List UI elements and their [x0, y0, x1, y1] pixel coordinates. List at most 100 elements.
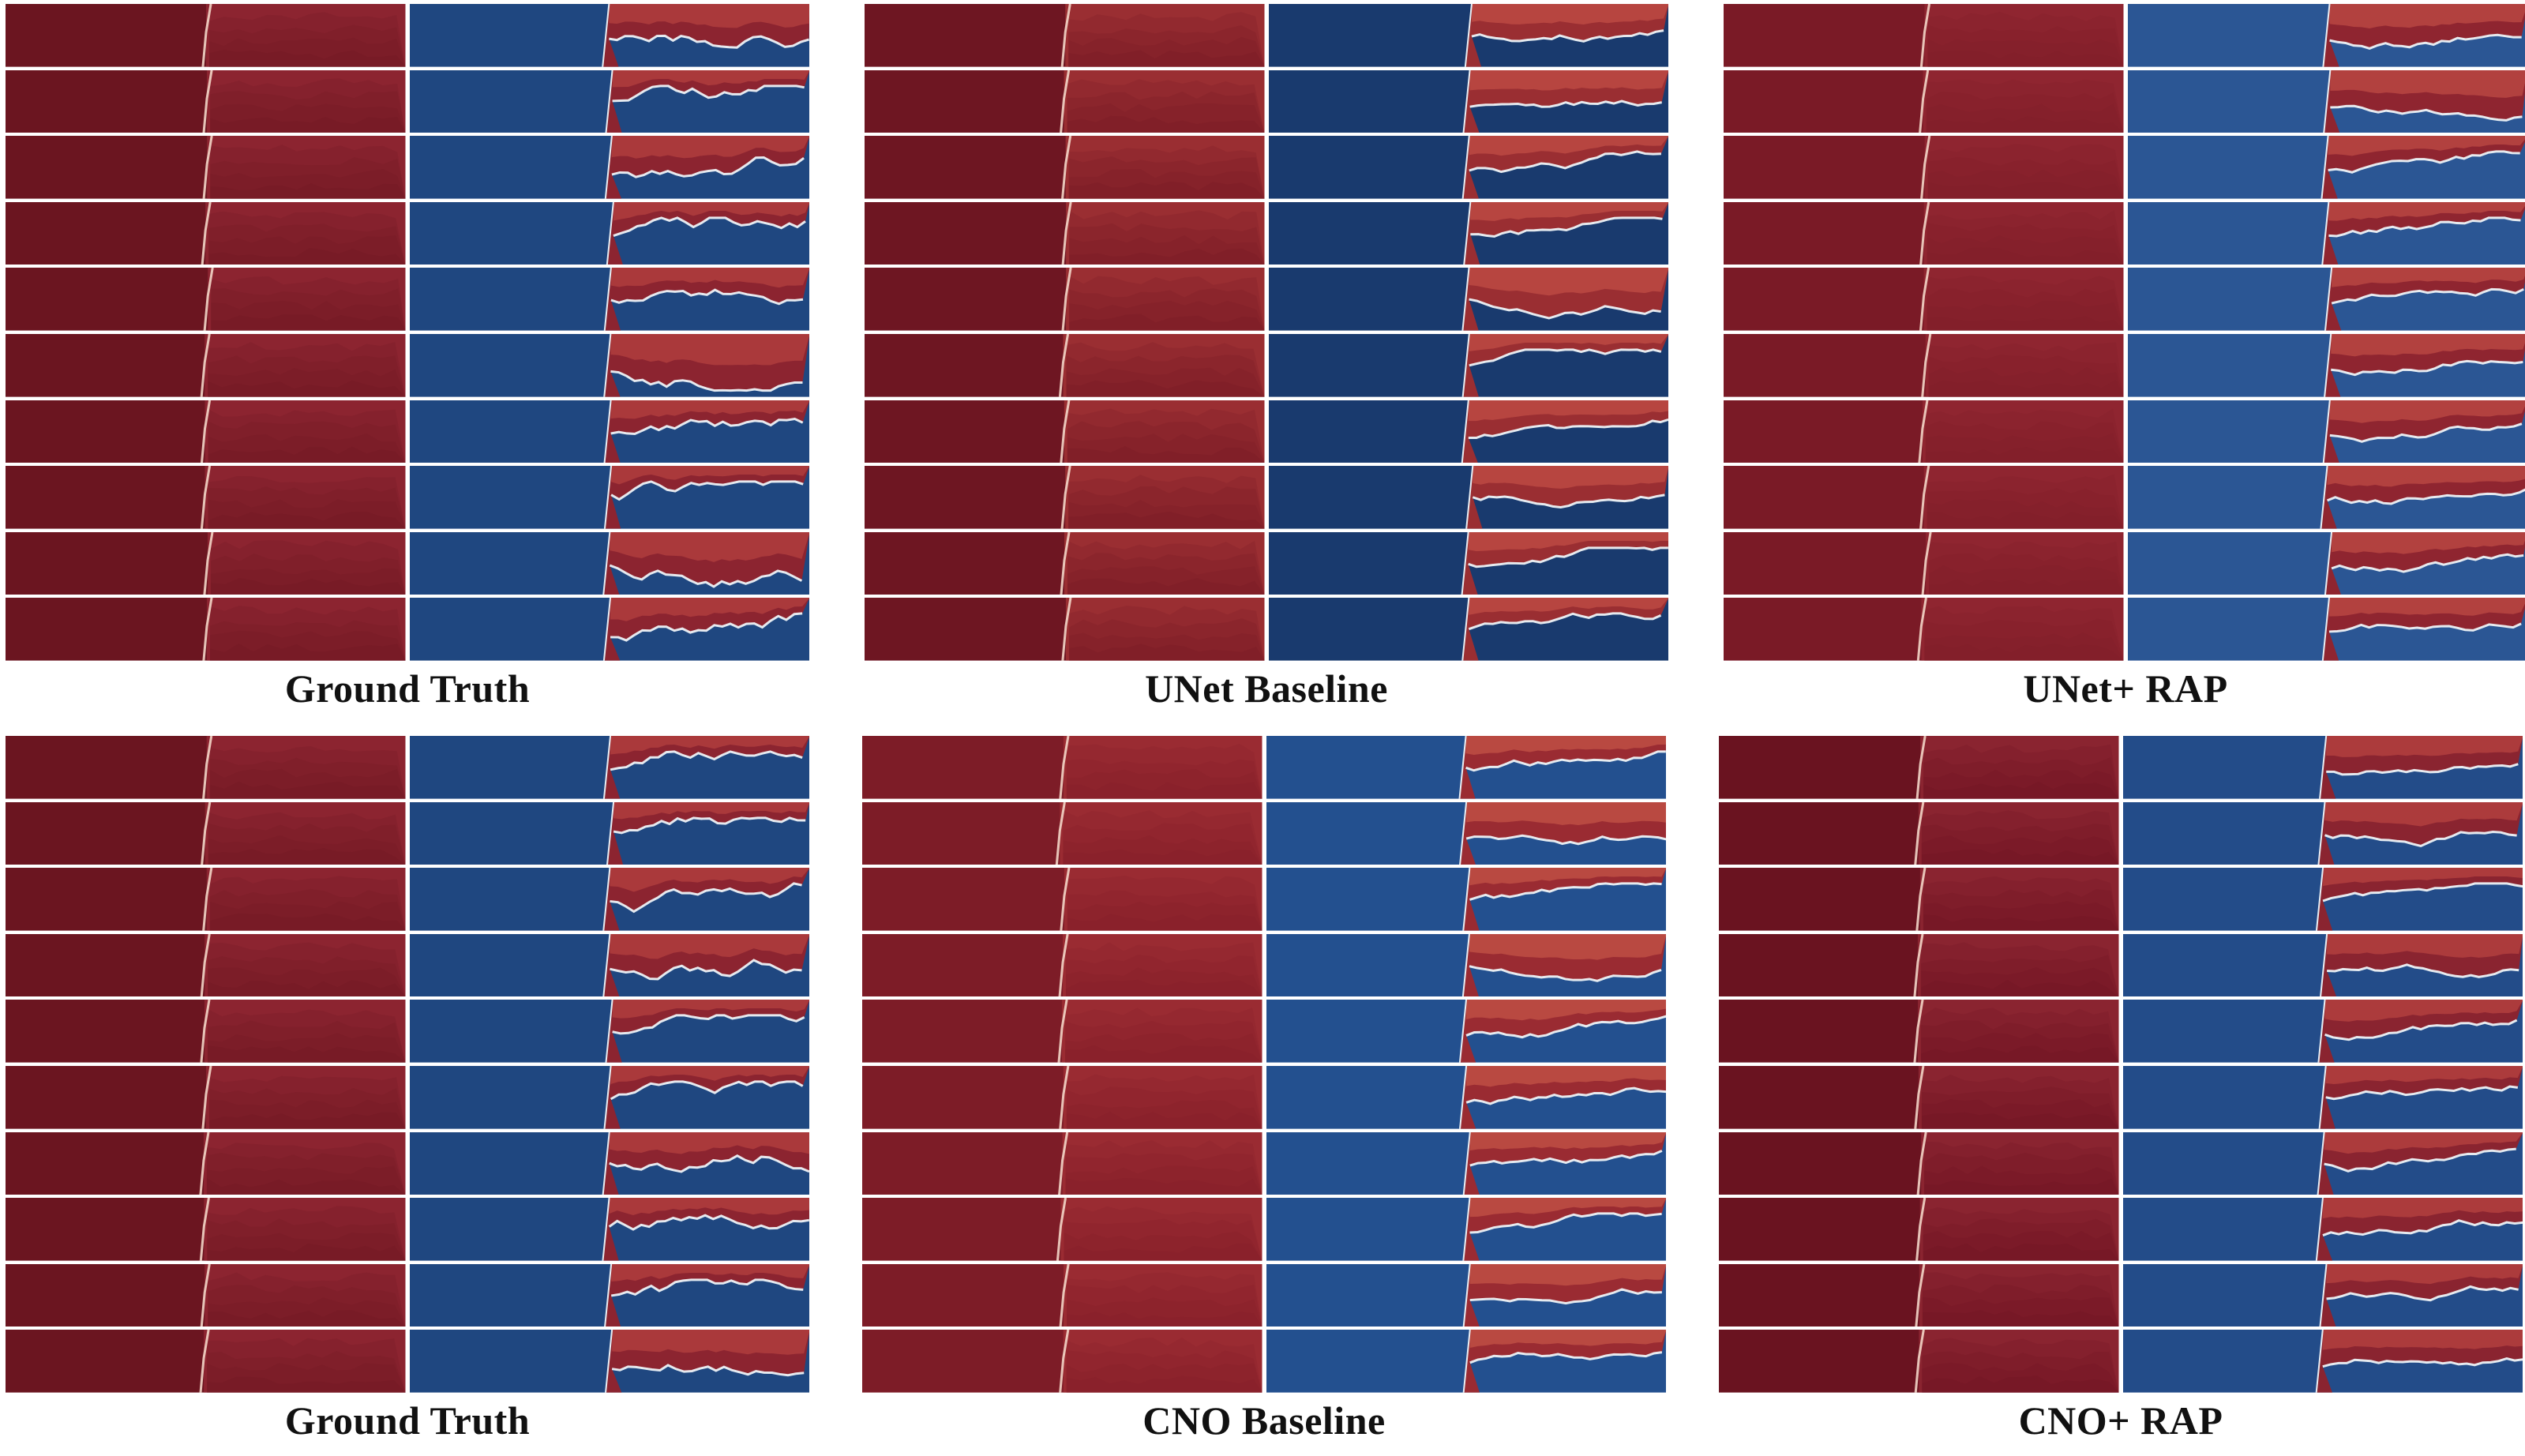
field-image [6, 268, 406, 331]
strip-row [865, 466, 1668, 529]
phase-field [409, 333, 809, 397]
field-image [865, 466, 1265, 529]
strip-row [6, 136, 809, 199]
field-image [1719, 736, 2119, 799]
phase-field [2127, 333, 2525, 397]
field-image [865, 136, 1265, 199]
strip-row [1719, 1330, 2523, 1393]
phase-field [409, 1198, 809, 1261]
phase-field [409, 1263, 809, 1327]
strip-row [1719, 1198, 2523, 1261]
strip-row [1719, 1263, 2523, 1327]
phase-field [409, 69, 809, 133]
strip-row [6, 201, 809, 265]
phase-field [2127, 4, 2525, 67]
field-image [1268, 598, 1668, 661]
strip-row [1724, 400, 2525, 463]
phase-field [1266, 1000, 1666, 1063]
field-image [865, 400, 1265, 463]
density-field [1719, 933, 2119, 997]
phase-field [1266, 933, 1666, 997]
field-image [409, 933, 809, 997]
field-image [6, 400, 406, 463]
panel-caption: CNO+ RAP [2018, 1398, 2223, 1443]
field-image [862, 1263, 1262, 1327]
density-field [1724, 201, 2124, 265]
strip-row [6, 1131, 809, 1195]
density-field [1719, 1263, 2119, 1327]
strip-stack [1724, 4, 2525, 661]
strip-row [862, 801, 1666, 865]
strip-row [1724, 268, 2525, 331]
density-field [6, 1330, 406, 1393]
strip-row [862, 1330, 1666, 1393]
field-image [2122, 1000, 2523, 1063]
density-field [862, 1263, 1262, 1327]
field-image [6, 4, 406, 67]
density-field [1724, 136, 2124, 199]
strip-row [1724, 136, 2525, 199]
strip-row [1719, 1000, 2523, 1063]
field-image [409, 201, 809, 265]
field-image [865, 531, 1265, 595]
field-image [862, 1330, 1262, 1393]
density-field [862, 801, 1262, 865]
field-image [1719, 1330, 2119, 1393]
strip-row [862, 1198, 1666, 1261]
strip-row [1724, 598, 2525, 661]
phase-field [1268, 400, 1668, 463]
field-image [1719, 868, 2119, 931]
density-field [865, 598, 1265, 661]
density-field [6, 1198, 406, 1261]
density-field [6, 69, 406, 133]
strip-row [6, 69, 809, 133]
field-image [2122, 1263, 2523, 1327]
density-field [6, 400, 406, 463]
field-image [2127, 69, 2525, 133]
field-image [409, 868, 809, 931]
strip-row [6, 1198, 809, 1261]
field-image [1724, 531, 2124, 595]
density-field [6, 933, 406, 997]
field-image [862, 801, 1262, 865]
phase-field [2122, 933, 2523, 997]
phase-field [409, 201, 809, 265]
density-field [6, 801, 406, 865]
field-image [865, 598, 1265, 661]
field-image [862, 736, 1262, 799]
phase-field [409, 400, 809, 463]
strip-row [6, 531, 809, 595]
field-image [1724, 136, 2124, 199]
panel-caption: Ground Truth [284, 1398, 531, 1443]
field-image [1268, 400, 1668, 463]
phase-field [2122, 736, 2523, 799]
density-field [1719, 801, 2119, 865]
phase-field [409, 268, 809, 331]
field-image [1266, 1065, 1666, 1129]
field-image [1719, 1065, 2119, 1129]
field-image [6, 868, 406, 931]
field-image [1266, 933, 1666, 997]
field-image [862, 1198, 1262, 1261]
field-image [409, 136, 809, 199]
field-image [862, 933, 1262, 997]
phase-field [409, 466, 809, 529]
field-image [6, 1000, 406, 1063]
density-field [1724, 268, 2124, 331]
field-image [409, 268, 809, 331]
field-image [2122, 736, 2523, 799]
density-field [6, 531, 406, 595]
field-image [6, 1131, 406, 1195]
density-field [865, 4, 1265, 67]
strip-row [1719, 736, 2523, 799]
phase-field [2127, 201, 2525, 265]
field-image [2127, 4, 2525, 67]
phase-field [1266, 1330, 1666, 1393]
field-image [2127, 333, 2525, 397]
field-image [409, 801, 809, 865]
panel-caption: UNet Baseline [1145, 666, 1388, 711]
field-image [409, 736, 809, 799]
density-field [862, 933, 1262, 997]
field-image [409, 1263, 809, 1327]
density-field [6, 868, 406, 931]
